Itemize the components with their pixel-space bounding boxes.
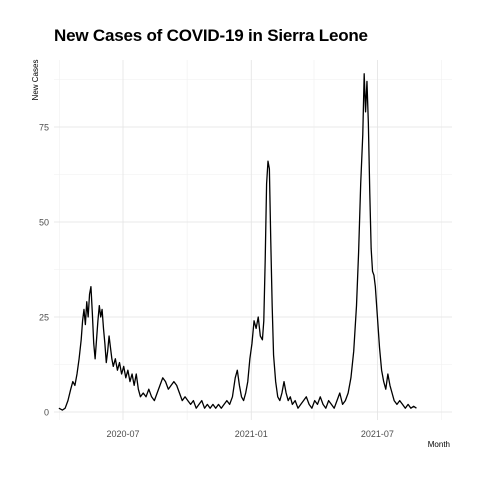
- series-line-new-cases: [58, 73, 417, 411]
- major-y-gridlines: [54, 126, 452, 413]
- y-tick-label: 0: [44, 408, 49, 418]
- major-x-gridlines: [122, 60, 378, 420]
- y-axis-title: New Cases: [31, 60, 40, 101]
- x-axis-title: Month: [428, 440, 450, 449]
- y-tick-label: 75: [39, 123, 49, 133]
- x-tick-labels: 2020-07 2021-01 2021-07: [106, 429, 393, 439]
- y-tick-label: 25: [39, 313, 49, 323]
- x-tick-label: 2021-07: [361, 429, 394, 439]
- chart-title: New Cases of COVID-19 in Sierra Leone: [54, 26, 368, 45]
- x-tick-label: 2020-07: [106, 429, 139, 439]
- minor-x-gridlines: [59, 60, 442, 420]
- x-tick-label: 2021-01: [235, 429, 268, 439]
- y-tick-label: 50: [39, 218, 49, 228]
- y-tick-labels: 0 25 50 75: [39, 123, 49, 418]
